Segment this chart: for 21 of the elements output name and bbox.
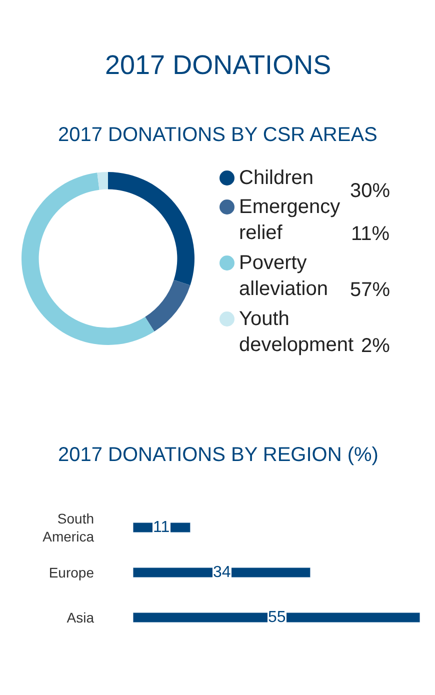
legend-label: Youth development <box>239 308 354 356</box>
chart-title: 2017 DONATIONS BY REGION (%) <box>58 444 378 466</box>
donut-slice <box>22 172 154 345</box>
chart-title: 2017 DONATIONS <box>105 50 332 80</box>
legend-label: Poverty alleviation <box>239 252 328 300</box>
donut-slice <box>108 172 194 286</box>
data-label: 2% <box>361 335 390 357</box>
donut-slice <box>145 280 190 332</box>
y-tick-label: Europe <box>48 564 94 580</box>
data-label: 34 <box>213 564 231 581</box>
data-label: 11 <box>153 519 170 536</box>
y-tick-label: Asia <box>66 609 94 626</box>
data-label: 55 <box>268 609 286 626</box>
data-label: 30% <box>350 180 390 202</box>
y-tick-label: South America <box>42 510 94 544</box>
data-label: 11% <box>351 223 390 245</box>
chart-subtitle: 2017 DONATIONS BY CSR AREAS <box>58 124 378 146</box>
legend-label: Emergency relief <box>239 196 340 244</box>
donut-slice <box>97 172 108 190</box>
data-label: 57% <box>350 279 390 301</box>
legend-label: Children <box>239 167 314 189</box>
